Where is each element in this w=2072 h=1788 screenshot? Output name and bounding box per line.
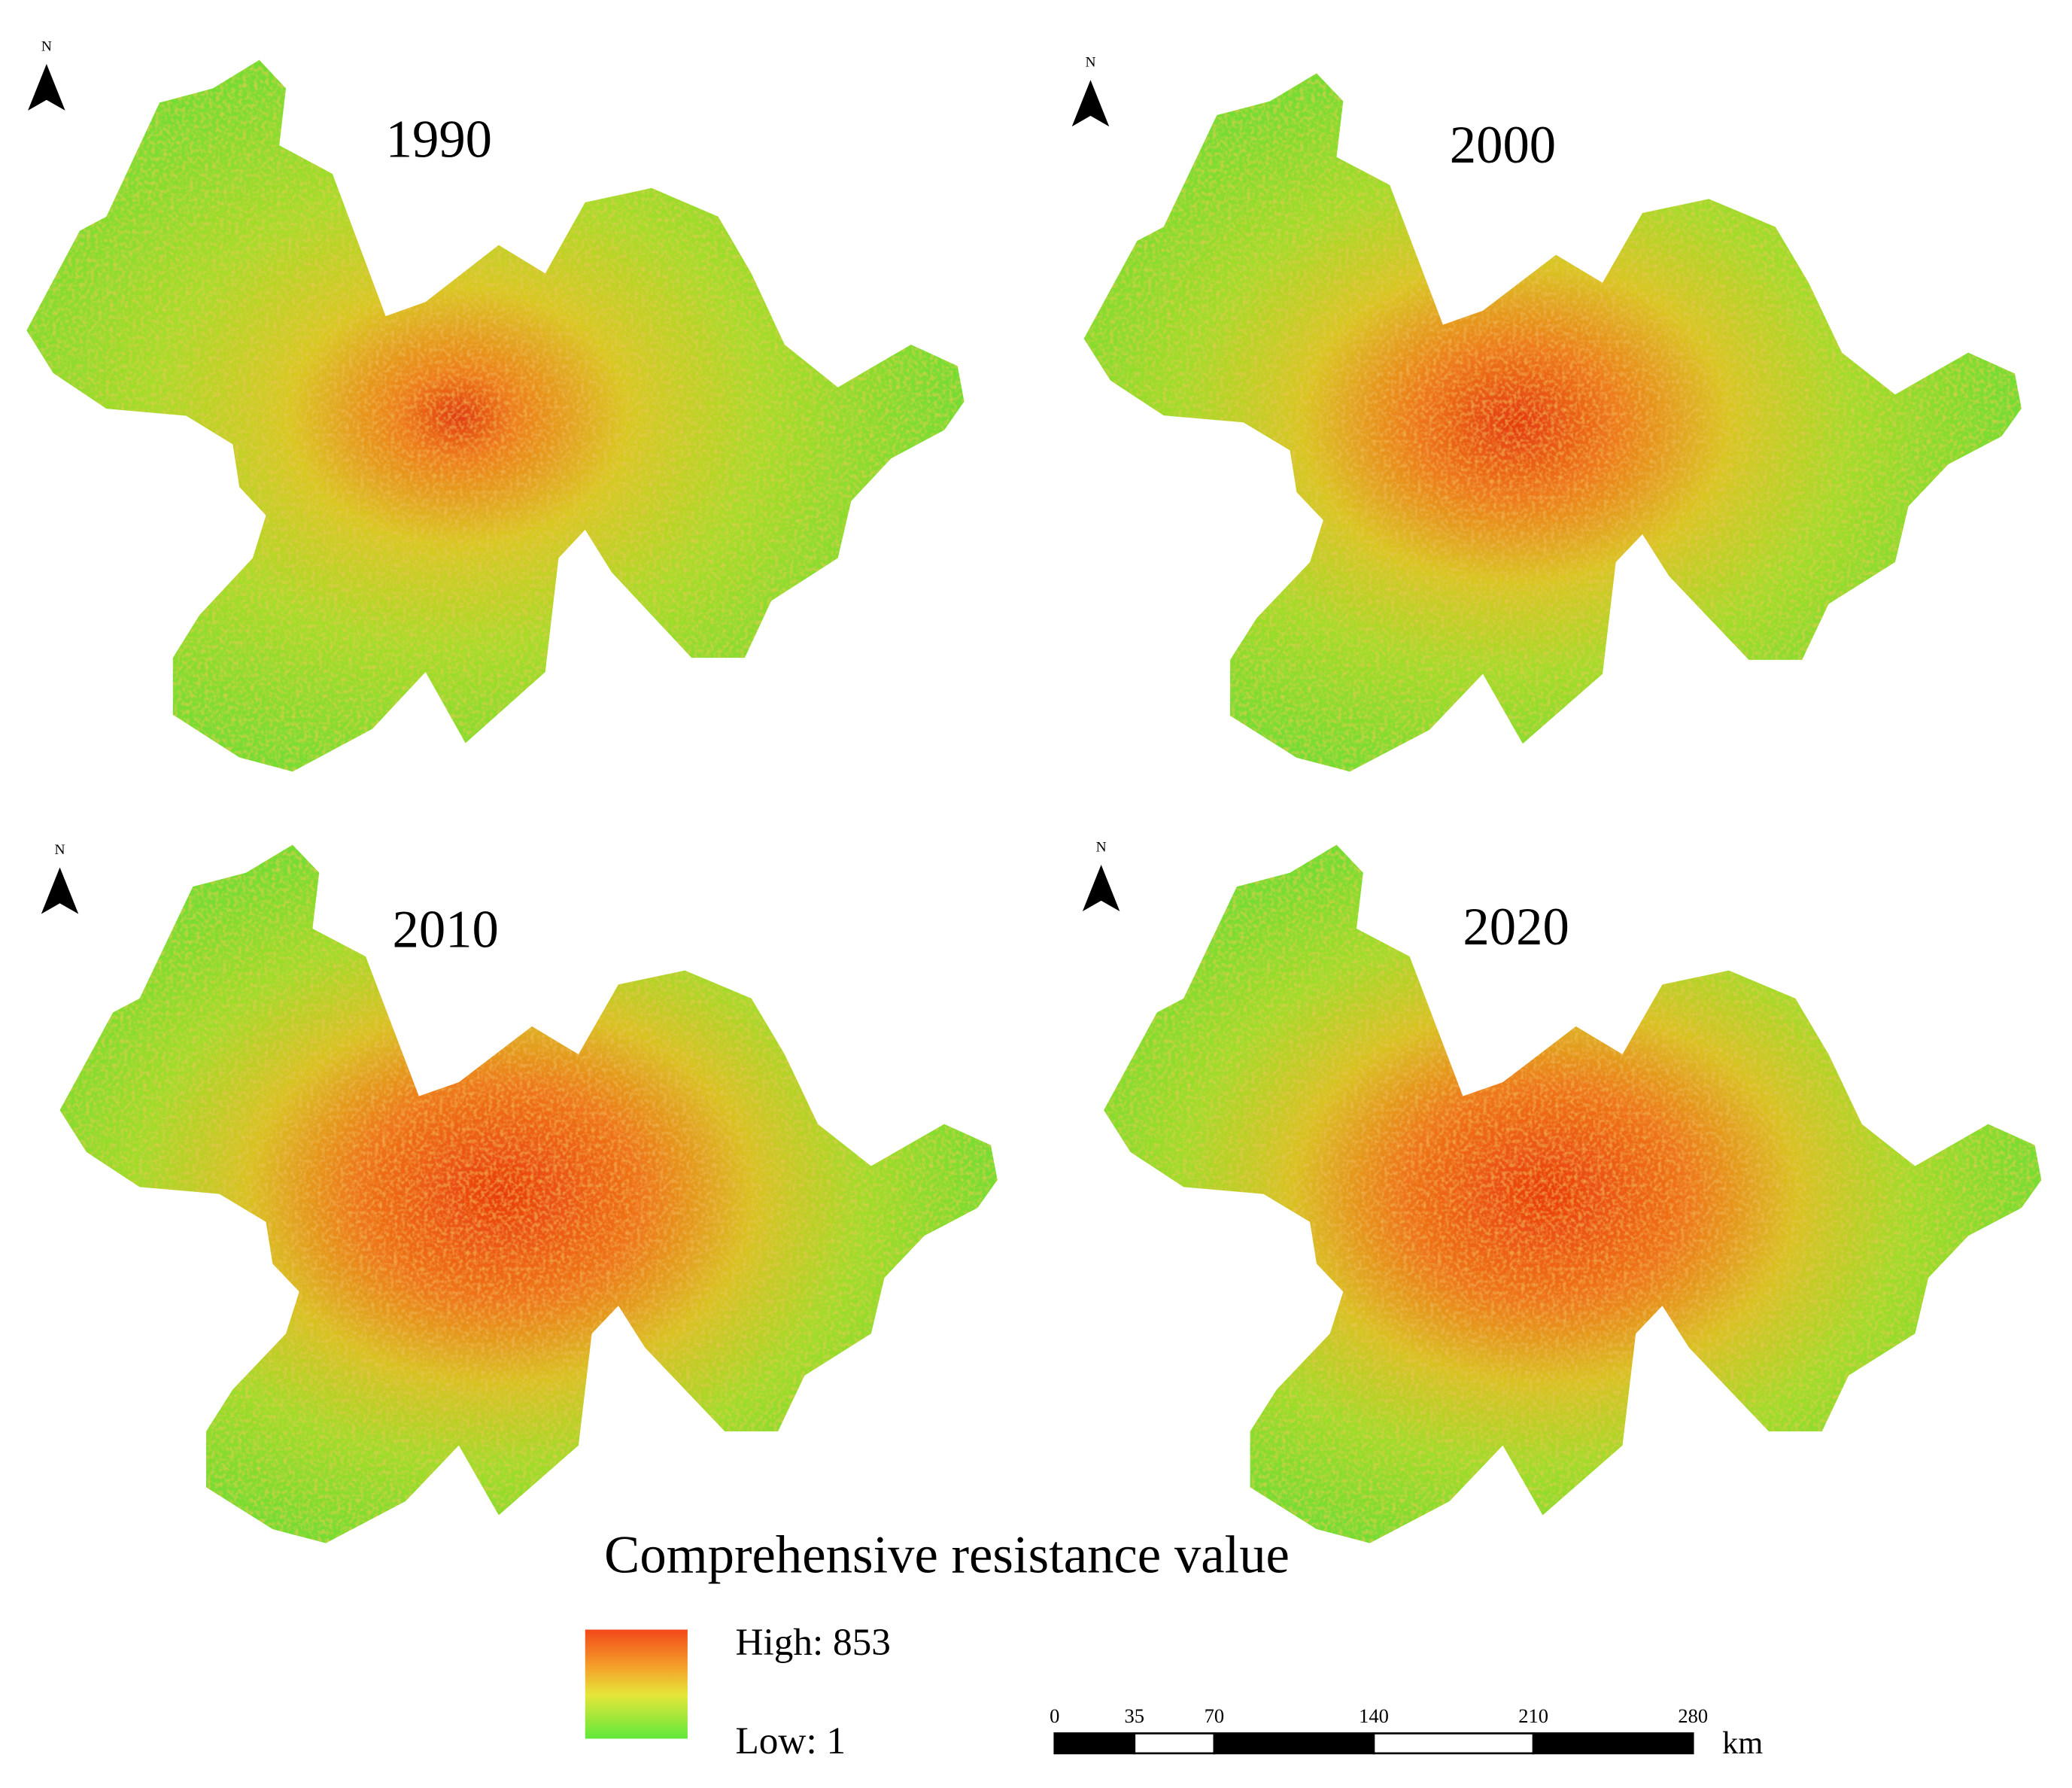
scale-tick-label: 140 [1359,1704,1389,1727]
scale-segment [1532,1732,1694,1755]
north-arrow [41,867,79,914]
north-arrow [28,63,65,111]
map-panel: 2020 N [1082,839,2042,1543]
map-panel: 2000 N [1071,55,2022,772]
scale-bar: 0 35 70 140 210 280 km [1050,1704,1763,1761]
legend-low: Low: 1 [736,1720,846,1762]
scale-tick-label: 70 [1205,1704,1225,1727]
scale-segment [1213,1732,1375,1755]
scale-unit: km [1722,1726,1763,1761]
region-map [1104,844,2042,1543]
region-map [26,59,965,772]
legend-high: High: 853 [736,1621,891,1664]
map-panel: 1990 N [26,38,965,772]
north-label: N [41,38,52,54]
scale-segment [1053,1732,1136,1755]
scale-tick-label: 35 [1125,1704,1145,1727]
north-arrow [1071,80,1110,127]
scale-tick-label: 0 [1050,1704,1059,1727]
north-label: N [1085,55,1095,71]
north-arrow [1082,865,1120,911]
region-map [59,844,998,1543]
map-year-title: 2000 [1450,116,1556,175]
north-label: N [55,842,65,858]
map-panel: 2010 N [41,842,998,1543]
map-year-title: 2020 [1463,898,1569,956]
scale-segment [1372,1732,1535,1755]
scale-segment [1133,1732,1216,1755]
north-label: N [1096,839,1107,855]
map-panels: 1990 N 2000 N 2010 N 2020 N [26,38,2042,1543]
scale-tick-label: 280 [1678,1704,1708,1727]
map-year-title: 1990 [386,111,492,169]
scale-tick-label: 210 [1518,1704,1548,1727]
region-map [1083,73,2022,772]
legend-color-ramp [585,1629,688,1739]
map-year-title: 2010 [392,901,498,959]
legend-title: Comprehensive resistance value [604,1526,1290,1585]
